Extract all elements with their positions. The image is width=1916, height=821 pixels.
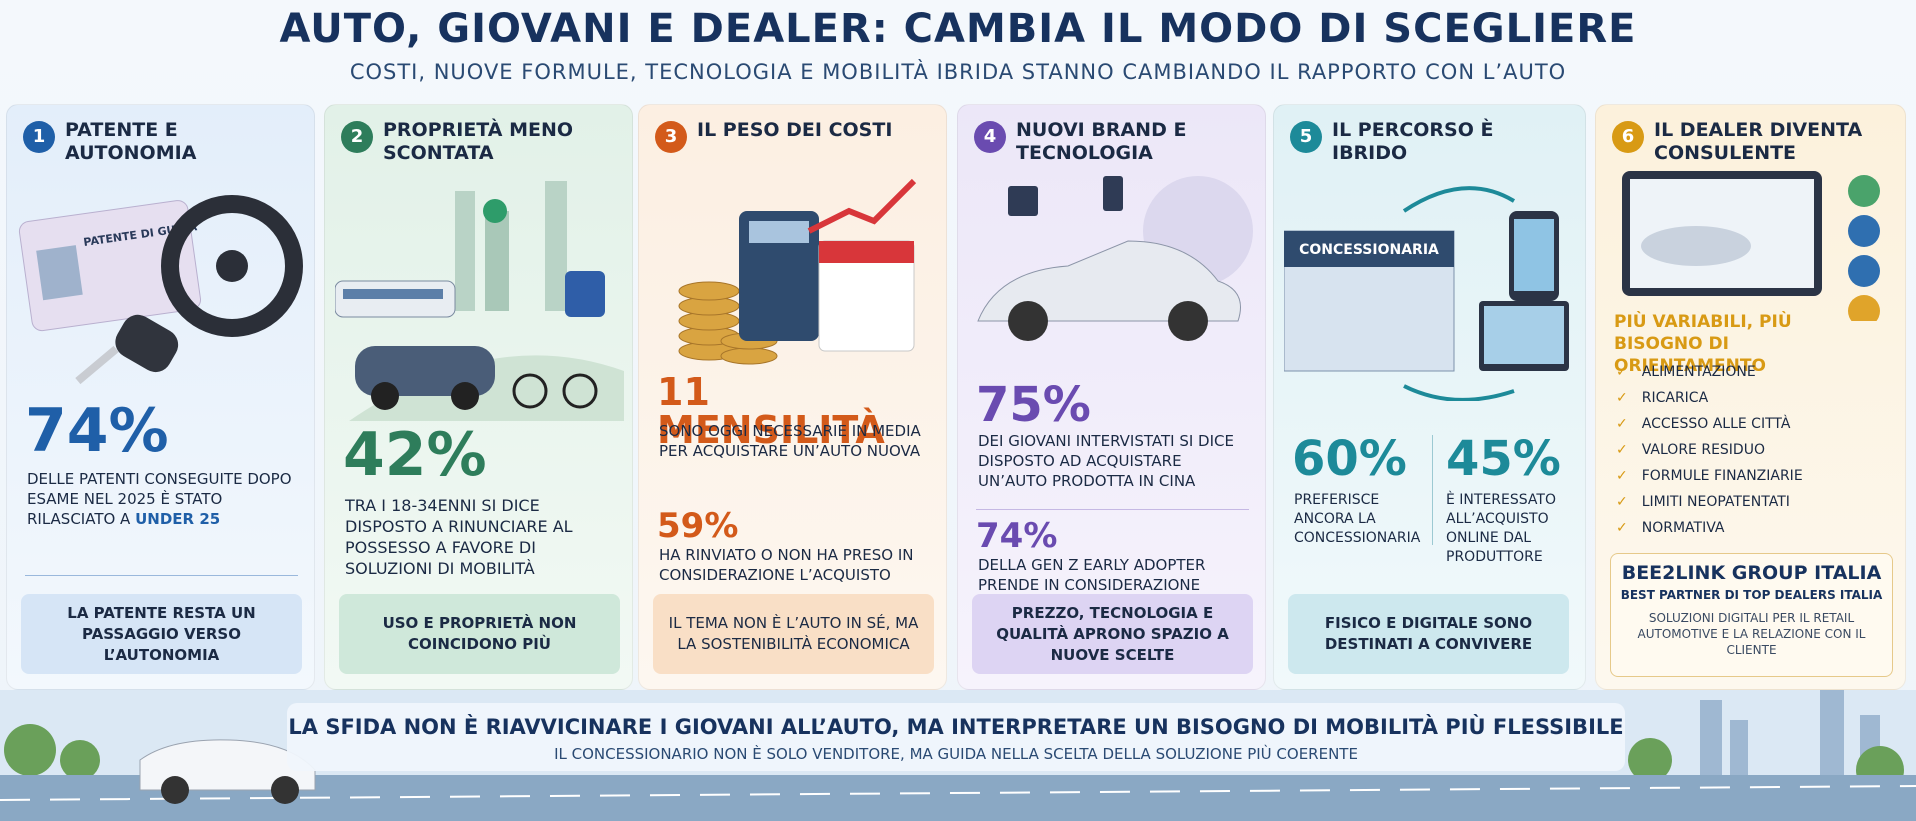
- panel: 1 PATENTE E AUTONOMIA PATENTE DI GUIDA 7…: [6, 104, 315, 690]
- description: SOLUZIONI DIGITALI PER IL RETAIL AUTOMOT…: [1637, 611, 1866, 657]
- sign: CONCESSIONARIA: [1299, 242, 1439, 258]
- divider: [976, 509, 1249, 510]
- title: AUTO, GIOVANI E DEALER: CAMBIA IL MODO D…: [279, 6, 1637, 52]
- list-item: ALIMENTAZIONE: [1616, 359, 1856, 385]
- panel: 3 IL PESO DEI COSTI 11 MENSILITÀ SONO OG…: [638, 104, 947, 690]
- stat-text: SONO OGGI NECESSARIE IN MEDIA PER ACQUIS…: [659, 422, 921, 460]
- divider: [1432, 435, 1433, 545]
- badge: 3: [655, 121, 687, 153]
- list-item: LIMITI NEOPATENTATI: [1616, 489, 1856, 515]
- badge: 4: [974, 121, 1006, 153]
- tagline: BEST PARTNER DI TOP DEALERS ITALIA: [1620, 588, 1883, 602]
- stat-text: PREFERISCE ANCORA LA CONCESSIONARIA: [1294, 492, 1421, 546]
- panel: 5 IL PERCORSO È IBRIDO CONCESSIONARIA 60…: [1273, 104, 1586, 690]
- list-item: VALORE RESIDUO: [1616, 437, 1856, 463]
- note: PREZZO, TECNOLOGIA E QUALITÀ APRONO SPAZ…: [972, 594, 1253, 674]
- stat-value: 60%: [1292, 431, 1407, 487]
- badge: 6: [1612, 121, 1644, 153]
- stat-value: 59%: [657, 506, 739, 546]
- stat-value: 11 MENSILITÀ: [657, 370, 885, 452]
- panel-title: IL PESO DEI COSTI: [697, 119, 893, 141]
- illustration: CONCESSIONARIA: [1284, 186, 1569, 401]
- stat-text: HA RINVIATO O NON HA PRESO IN CONSIDERAZ…: [659, 546, 914, 584]
- stat-value: 74%: [976, 516, 1058, 556]
- note: FISICO E DIGITALE SONO DESTINATI A CONVI…: [1288, 594, 1569, 674]
- footer-subline: IL CONCESSIONARIO NON È SOLO VENDITORE, …: [554, 745, 1358, 763]
- panel-title: IL DEALER DIVENTA CONSULENTE: [1654, 119, 1863, 164]
- note: LA PATENTE RESTA UN PASSAGGIO VERSO L’AU…: [21, 594, 302, 674]
- list-item: FORMULE FINANZIARIE: [1616, 463, 1856, 489]
- stat-value: 75%: [976, 377, 1091, 433]
- stat-text: TRA I 18-34ENNI SI DICE DISPOSTO A RINUN…: [345, 496, 573, 578]
- list-item: RICARICA: [1616, 385, 1856, 411]
- brand: BEE2LINK GROUP ITALIA: [1621, 562, 1882, 584]
- badge: 1: [23, 121, 55, 153]
- panel-title: PROPRIETÀ MENO SCONTATA: [383, 119, 574, 164]
- illustration: [1622, 171, 1880, 321]
- stat-text: DELLE PATENTI CONSEGUITE DOPO ESAME NEL …: [27, 469, 297, 529]
- illustration: [678, 178, 917, 365]
- panel-title: PATENTE E AUTONOMIA: [65, 119, 197, 164]
- panel: 6 IL DEALER DIVENTA CONSULENTE PIÙ VARIA…: [1595, 104, 1906, 690]
- text: DELLE PATENTI CONSEGUITE DOPO ESAME NEL …: [27, 470, 292, 528]
- list-item: NORMATIVA: [1616, 515, 1856, 541]
- stat-text: È INTERESSATO ALL’ACQUISTO ONLINE DAL PR…: [1446, 492, 1556, 565]
- panel: 2 PROPRIETÀ MENO SCONTATA 42% TRA I 18-3…: [324, 104, 633, 690]
- panel-title: NUOVI BRAND E TECNOLOGIA: [1016, 119, 1187, 164]
- illustration: [335, 181, 624, 421]
- checklist: ALIMENTAZIONE RICARICA ACCESSO ALLE CITT…: [1616, 359, 1856, 541]
- badge: 2: [341, 121, 373, 153]
- stat-value: 42%: [343, 420, 487, 490]
- divider: [25, 575, 298, 576]
- note: USO E PROPRIETÀ NON COINCIDONO PIÙ: [339, 594, 620, 674]
- stat-value: 74%: [25, 396, 169, 466]
- footer-banner: LA SFIDA NON È RIAVVICINARE I GIOVANI AL…: [287, 703, 1625, 771]
- subtitle: COSTI, NUOVE FORMULE, TECNOLOGIA E MOBIL…: [349, 60, 1567, 84]
- brand-box: BEE2LINK GROUP ITALIA BEST PARTNER DI TO…: [1610, 553, 1893, 677]
- badge: 5: [1290, 121, 1322, 153]
- list-item: ACCESSO ALLE CITTÀ: [1616, 411, 1856, 437]
- panel: 4 NUOVI BRAND E TECNOLOGIA 75% DEI GIOVA…: [957, 104, 1266, 690]
- illustration: [977, 176, 1253, 341]
- note: IL TEMA NON È L’AUTO IN SÉ, MA LA SOSTEN…: [653, 594, 934, 674]
- panel-title: IL PERCORSO È IBRIDO: [1332, 119, 1494, 164]
- highlight: UNDER 25: [135, 510, 221, 528]
- stat-value: 45%: [1446, 431, 1561, 487]
- footer-headline: LA SFIDA NON È RIAVVICINARE I GIOVANI AL…: [288, 715, 1624, 739]
- illustration: PATENTE DI GUIDA: [18, 195, 303, 385]
- stat-text: DEI GIOVANI INTERVISTATI SI DICE DISPOST…: [978, 432, 1234, 490]
